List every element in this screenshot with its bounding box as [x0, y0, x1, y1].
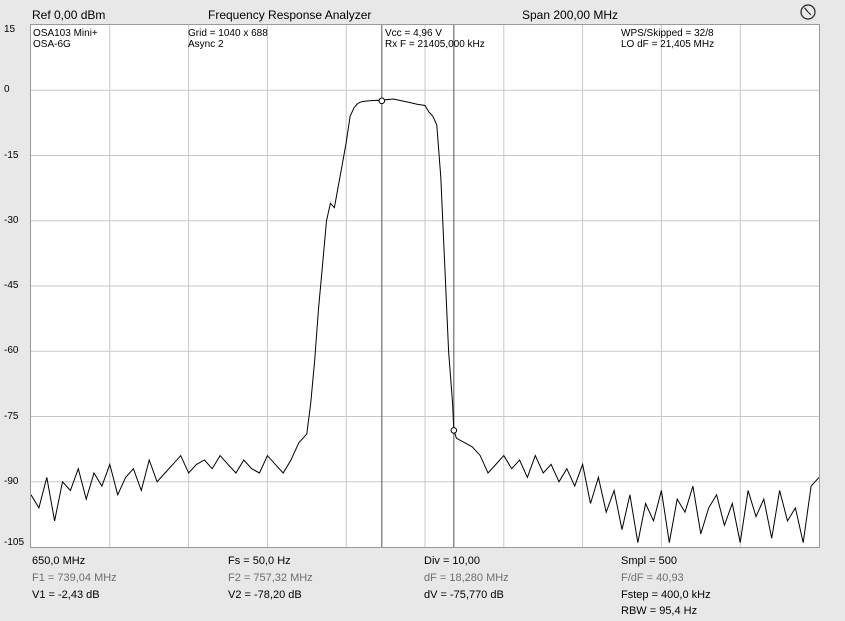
async-info: Async 2	[188, 39, 224, 50]
marker-point-f2	[450, 427, 458, 434]
y-tick-label: -30	[4, 214, 19, 226]
y-tick-label: -75	[4, 410, 19, 422]
marker-point-f1	[378, 97, 386, 105]
marker-lines	[381, 25, 455, 547]
y-tick-label: -105	[4, 537, 25, 548]
marker-v2: V2 = -78,20 dB	[228, 589, 302, 601]
y-tick-label: -15	[4, 149, 19, 161]
grid-info: Grid = 1040 x 688	[188, 28, 268, 39]
response-trace	[31, 98, 819, 543]
frequency-step: Fstep = 400,0 kHz	[621, 589, 711, 601]
device-name: OSA103 Mini+	[33, 28, 98, 39]
clock-icon[interactable]	[800, 4, 816, 20]
grid	[31, 25, 819, 547]
page-title: Frequency Response Analyzer	[208, 8, 372, 22]
ref-level: Ref 0,00 dBm	[32, 8, 106, 22]
rbw-readout: RBW = 95,4 Hz	[621, 605, 698, 617]
lo-df-readout: LO dF = 21,405 MHz	[621, 39, 715, 50]
y-tick-label: -60	[4, 345, 19, 357]
marker-f1: F1 = 739,04 MHz	[32, 572, 117, 584]
trace-layer	[31, 98, 819, 543]
marker-v1: V1 = -2,43 dB	[32, 589, 100, 601]
fs-readout: Fs = 50,0 Hz	[228, 555, 291, 567]
span-readout: Span 200,00 MHz	[522, 8, 619, 22]
y-tick-label: 15	[4, 24, 16, 35]
plot-area[interactable]: OSA103 Mini+ OSA-6G Grid = 1040 x 688 As…	[30, 24, 820, 548]
wps-readout: WPS/Skipped = 32/8	[621, 28, 714, 39]
f-over-df: F/dF = 40,93	[621, 572, 684, 584]
marker-points	[378, 97, 458, 434]
y-tick-label: -90	[4, 475, 19, 487]
delta-frequency: dF = 18,280 MHz	[424, 572, 509, 584]
delta-value: dV = -75,770 dB	[424, 589, 504, 601]
sample-count: Smpl = 500	[621, 555, 677, 567]
y-tick-label: 0	[4, 84, 10, 96]
start-frequency: 650,0 MHz	[32, 555, 86, 567]
y-tick-label: -45	[4, 280, 19, 291]
marker-f2: F2 = 757,32 MHz	[228, 572, 313, 584]
div-readout: Div = 10,00	[424, 555, 480, 567]
rx-freq-readout: Rx F = 21405,000 kHz	[385, 39, 485, 50]
response-chart[interactable]	[31, 25, 819, 547]
vcc-readout: Vcc = 4,96 V	[385, 28, 442, 39]
device-model: OSA-6G	[33, 39, 71, 50]
